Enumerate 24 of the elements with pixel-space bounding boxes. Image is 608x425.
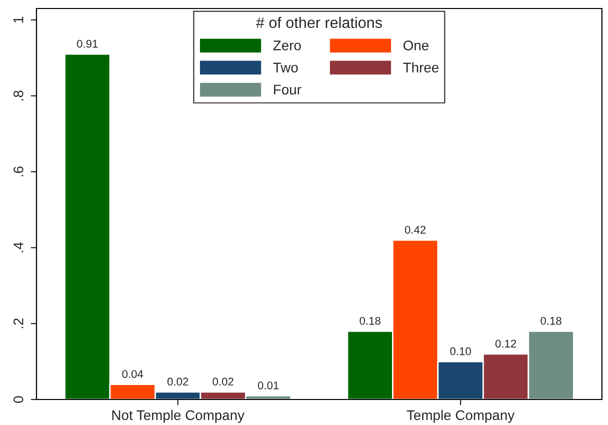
legend-label: Four	[274, 84, 302, 95]
legend-label: One	[403, 40, 428, 50]
legend-label: Three	[403, 62, 439, 72]
data-label: 0.12	[495, 340, 516, 348]
x-tick-label: Temple Company	[406, 410, 515, 423]
y-tick-label: .6	[13, 166, 24, 176]
legend-label: Zero	[273, 40, 301, 50]
y-tick-label: 1	[14, 16, 24, 23]
x-tick-label: Not Temple Company	[112, 410, 244, 423]
data-label: 0.02	[212, 378, 234, 386]
data-label: 0.91	[76, 40, 98, 48]
legend-label: Two	[273, 62, 298, 72]
y-tick-label: .8	[13, 90, 24, 100]
y-tick-label: .4	[14, 242, 24, 252]
data-label: 0.18	[360, 316, 380, 325]
legend-title: # of other relations	[256, 16, 382, 28]
data-label: 0.01	[258, 381, 279, 390]
y-tick-label: .2	[13, 318, 24, 328]
data-label: 0.18	[540, 316, 562, 325]
data-label: 0.02	[167, 378, 188, 386]
y-tick-label: 0	[13, 396, 24, 403]
data-label: 0.10	[450, 347, 471, 356]
data-label: 0.04	[122, 370, 144, 378]
data-label: 0.42	[404, 226, 426, 234]
